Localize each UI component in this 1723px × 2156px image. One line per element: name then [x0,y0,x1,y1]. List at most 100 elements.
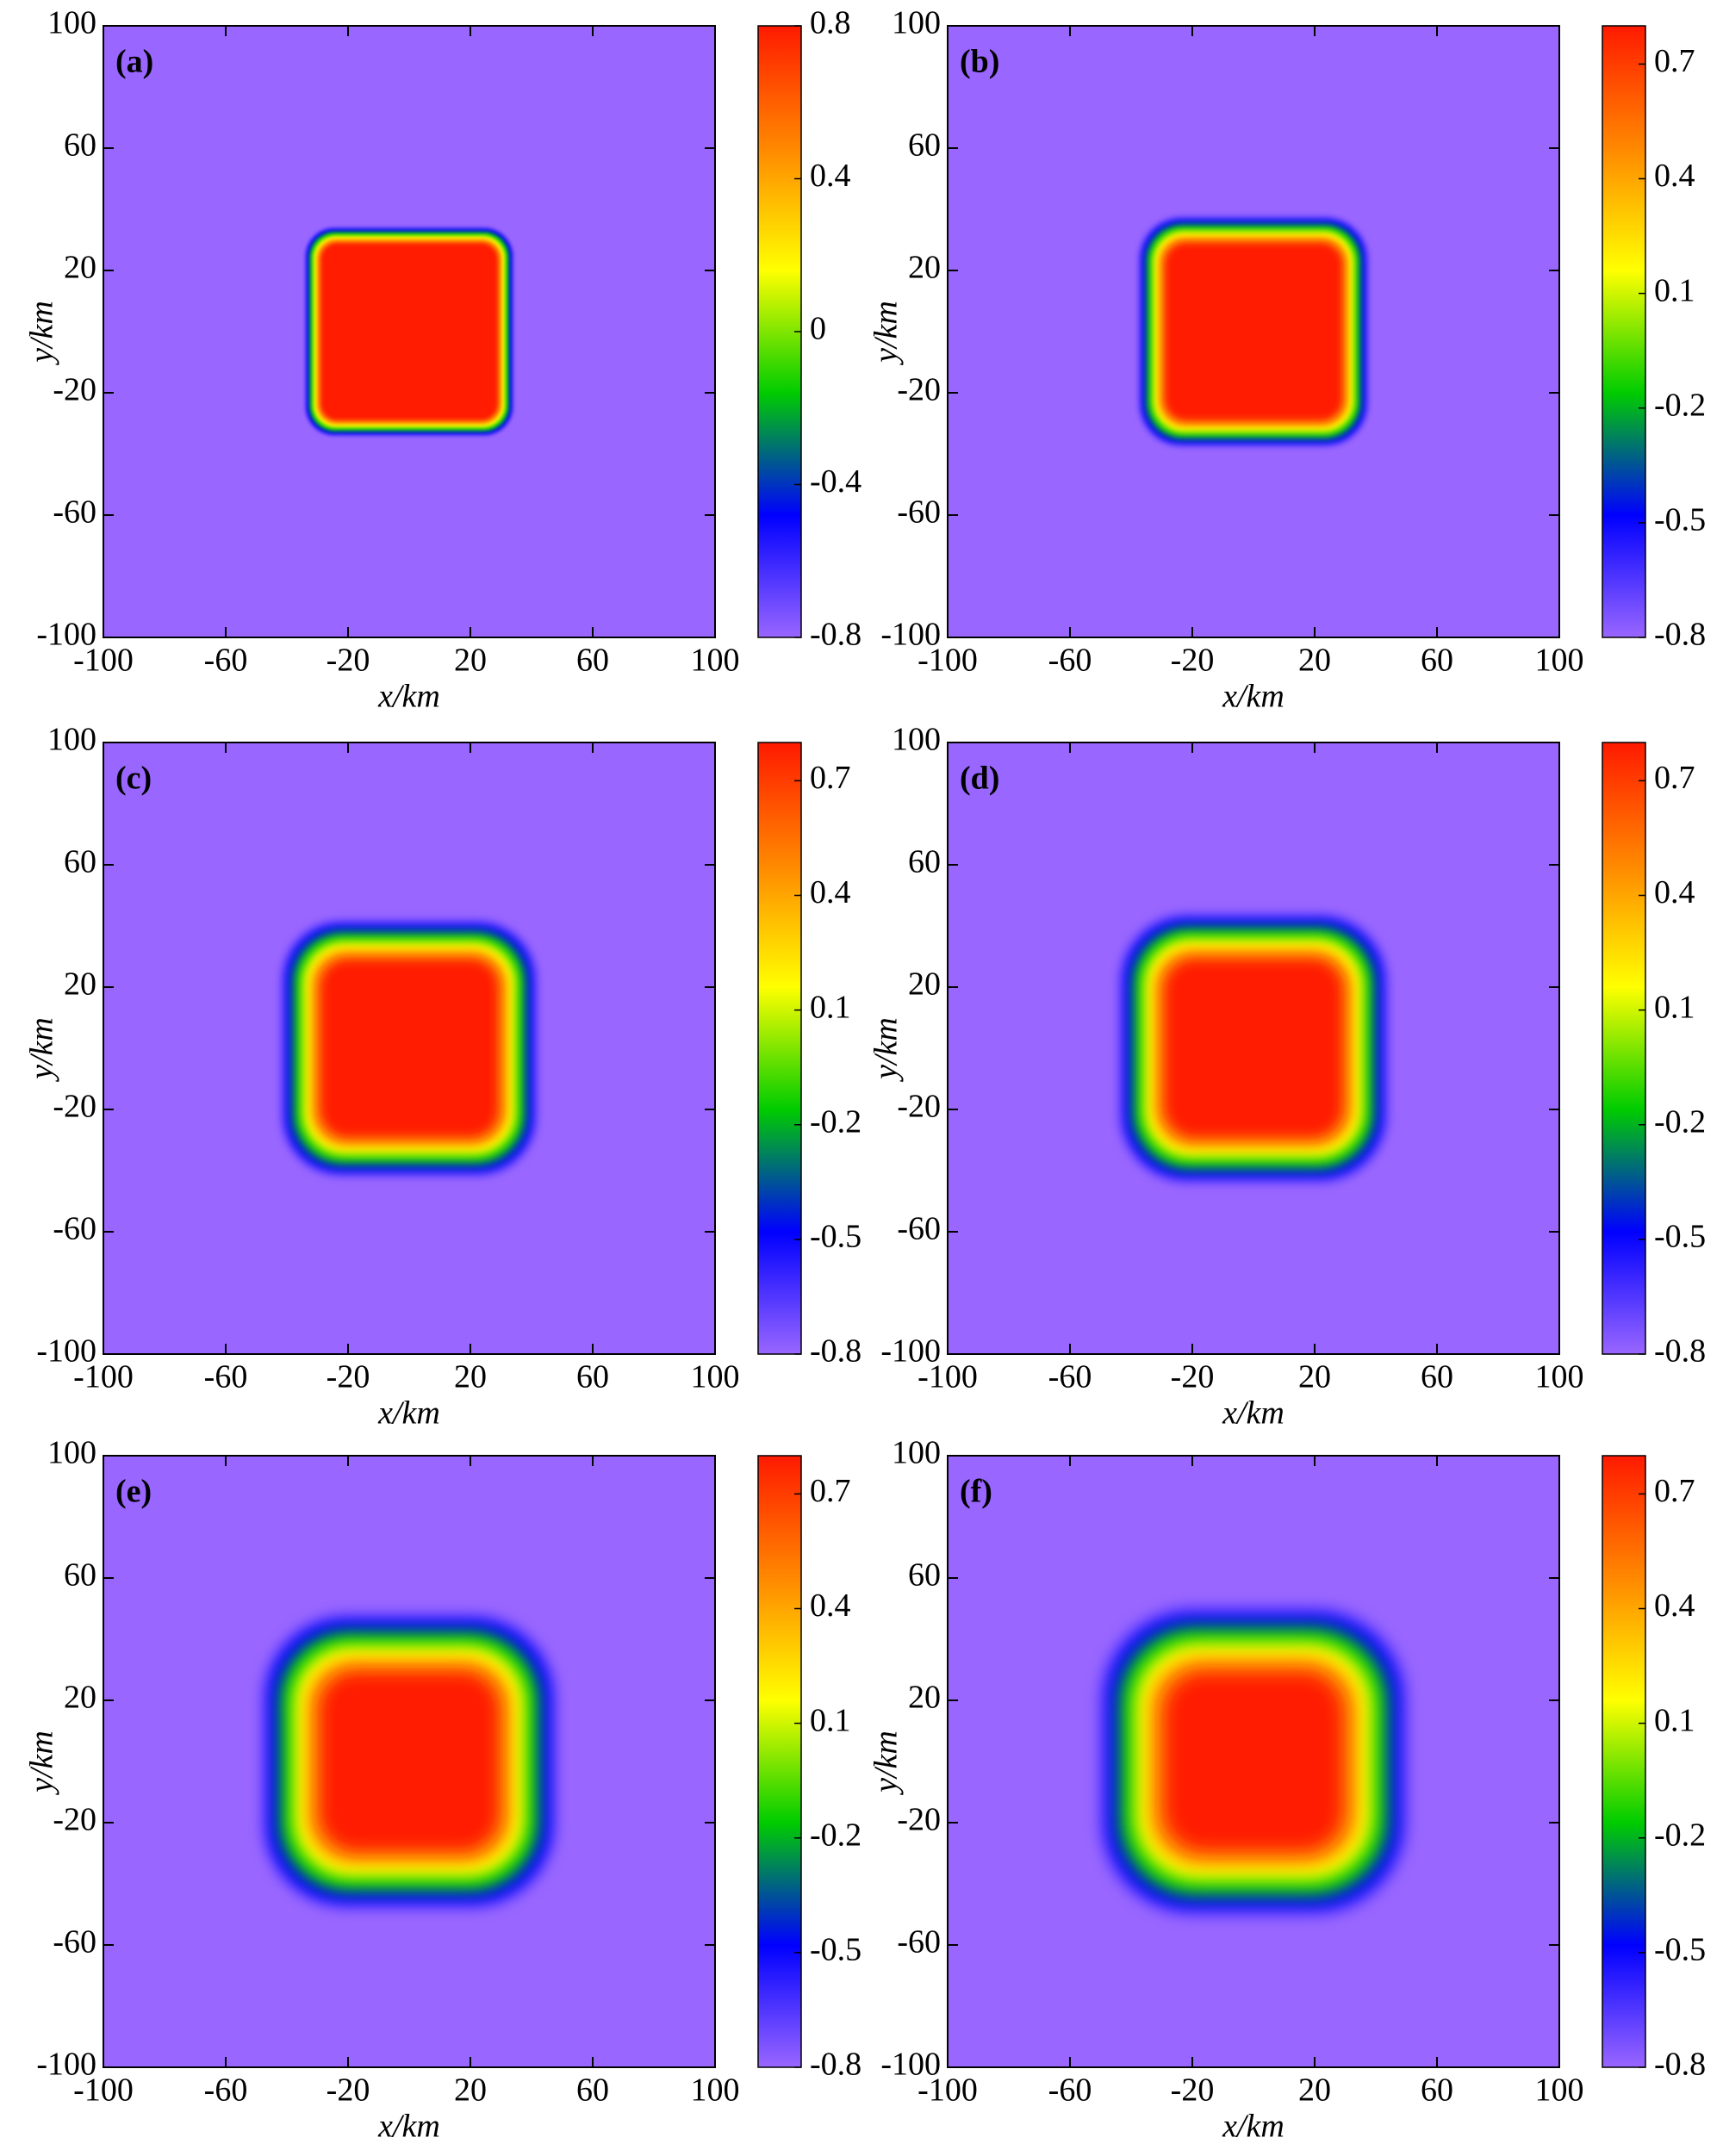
x-tick-label: -20 [327,1359,370,1395]
x-tick-label: -60 [1048,2072,1092,2109]
colorbar-tick-label: 0.7 [1654,760,1695,796]
colorbar-tick-label: 0.1 [1654,1702,1695,1738]
colorbar-tick-label: 0.7 [810,760,851,796]
y-axis-label: y/km [868,1730,905,1796]
y-tick-label: 60 [64,1557,96,1594]
field [948,1456,1559,2067]
colorbar [757,742,802,1355]
x-tick-label: 20 [1298,643,1331,679]
panel-label: (a) [115,44,153,80]
y-tick-label: 100 [47,5,96,41]
field-layer [1165,1673,1342,1850]
colorbar-tick-label: 0.8 [810,5,851,41]
y-tick-label: -60 [897,1211,941,1247]
y-tick-label: -100 [880,1333,941,1370]
x-tick-label: 100 [691,2072,740,2109]
y-tick-label: 60 [908,844,941,880]
x-tick-label: 60 [1421,2072,1453,2109]
colorbar-tick-label: 0.7 [1654,43,1695,79]
panel: -100 -60 -20 20 60 100 -100 -60 -20 20 60 100 x/km y/… [868,722,1706,1432]
plot-frame [103,742,716,1355]
panel: -100 -60 -20 20 60 100 -100 -60 -20 20 60 100 x/km y/… [24,5,862,715]
colorbar-tick-label: 0.1 [810,989,851,1025]
panel-label: (b) [960,44,999,80]
x-tick-label: -100 [73,643,134,679]
colorbar-tick-label: 0.1 [1654,272,1695,308]
colorbar-tick-label: -0.8 [1654,2047,1706,2083]
panel-label: (c) [115,761,152,797]
colorbar-tick-label: 0 [810,311,826,347]
plot-frame [947,742,1560,1355]
x-tick-label: 20 [1298,2072,1331,2109]
x-tick-label: 60 [1421,643,1453,679]
y-axis-label: y/km [868,301,905,366]
plot-frame [103,25,716,638]
x-tick-label: 20 [454,2072,487,2109]
colorbar-tick-label: -0.5 [1654,1932,1706,1968]
colorbar-tick-label: 0.4 [1654,158,1695,194]
y-tick-label: -60 [53,494,96,531]
field-layer [320,960,498,1137]
colorbar-tick-label: -0.8 [1654,1333,1706,1370]
panel: -100 -60 -20 20 60 100 -100 -60 -20 20 60 100 x/km y/… [868,1435,1706,2145]
x-tick-label: -20 [1171,2072,1215,2109]
y-tick-label: -100 [36,2047,96,2083]
x-tick-label: -60 [204,2072,248,2109]
y-tick-label: -20 [897,1089,941,1125]
colorbar-tick-label: -0.5 [810,1219,862,1255]
colorbar-tick-label: 0.1 [1654,989,1695,1025]
field-layer [320,1673,498,1850]
field [103,742,715,1354]
colorbar [1602,1455,1646,2068]
y-tick-label: 60 [64,844,96,880]
x-tick-label: 100 [1535,1359,1584,1395]
x-axis-label: x/km [377,679,440,715]
y-tick-label: 100 [47,1435,96,1471]
x-tick-label: -20 [327,643,370,679]
y-tick-label: -100 [880,2047,941,2083]
y-tick-label: -100 [36,1333,96,1370]
x-tick-label: 60 [576,2072,609,2109]
x-tick-label: -60 [1048,1359,1092,1395]
y-axis-label: y/km [24,301,60,366]
x-axis-label: x/km [1222,2109,1284,2145]
field [948,26,1559,637]
y-tick-label: -60 [897,494,941,531]
x-tick-label: -100 [917,2072,978,2109]
colorbar-tick-label: 0.7 [810,1473,851,1509]
x-tick-label: 100 [1535,643,1584,679]
colorbar-tick-label: -0.5 [810,1932,862,1968]
panel: -100 -60 -20 20 60 100 -100 -60 -20 20 60 100 x/km y/… [868,5,1706,715]
field-layer [1165,243,1342,420]
x-tick-label: -60 [204,643,248,679]
panel: -100 -60 -20 20 60 100 -100 -60 -20 20 60 100 x/km y/… [24,1435,862,2145]
colorbar-tick-label: -0.5 [1654,1219,1706,1255]
y-tick-label: 20 [908,966,941,1003]
colorbar-tick-label: 0.1 [810,1702,851,1738]
x-tick-label: 20 [454,643,487,679]
x-axis-label: x/km [377,2109,440,2145]
y-tick-label: 100 [47,722,96,758]
x-axis-label: x/km [1222,1395,1284,1432]
plot-frame [947,1455,1560,2068]
x-tick-label: 60 [576,643,609,679]
panel: -100 -60 -20 20 60 100 -100 -60 -20 20 60 100 x/km y/… [24,722,862,1432]
x-tick-label: -60 [204,1359,248,1395]
colorbar-tick-label: -0.4 [810,463,862,500]
y-tick-label: 60 [64,127,96,164]
colorbar-tick-label: -0.8 [810,1333,862,1370]
colorbar-tick-label: -0.8 [1654,617,1706,653]
y-tick-label: 20 [64,966,96,1003]
x-tick-label: -20 [1171,1359,1215,1395]
y-tick-label: 60 [908,127,941,164]
x-tick-label: -60 [1048,643,1092,679]
x-tick-label: -100 [917,1359,978,1395]
plot-frame [947,25,1560,638]
colorbar [1602,742,1646,1355]
y-tick-label: -60 [897,1924,941,1960]
plot-frame [103,1455,716,2068]
x-tick-label: 60 [1421,1359,1453,1395]
colorbar [1602,25,1646,638]
x-tick-label: -100 [917,643,978,679]
